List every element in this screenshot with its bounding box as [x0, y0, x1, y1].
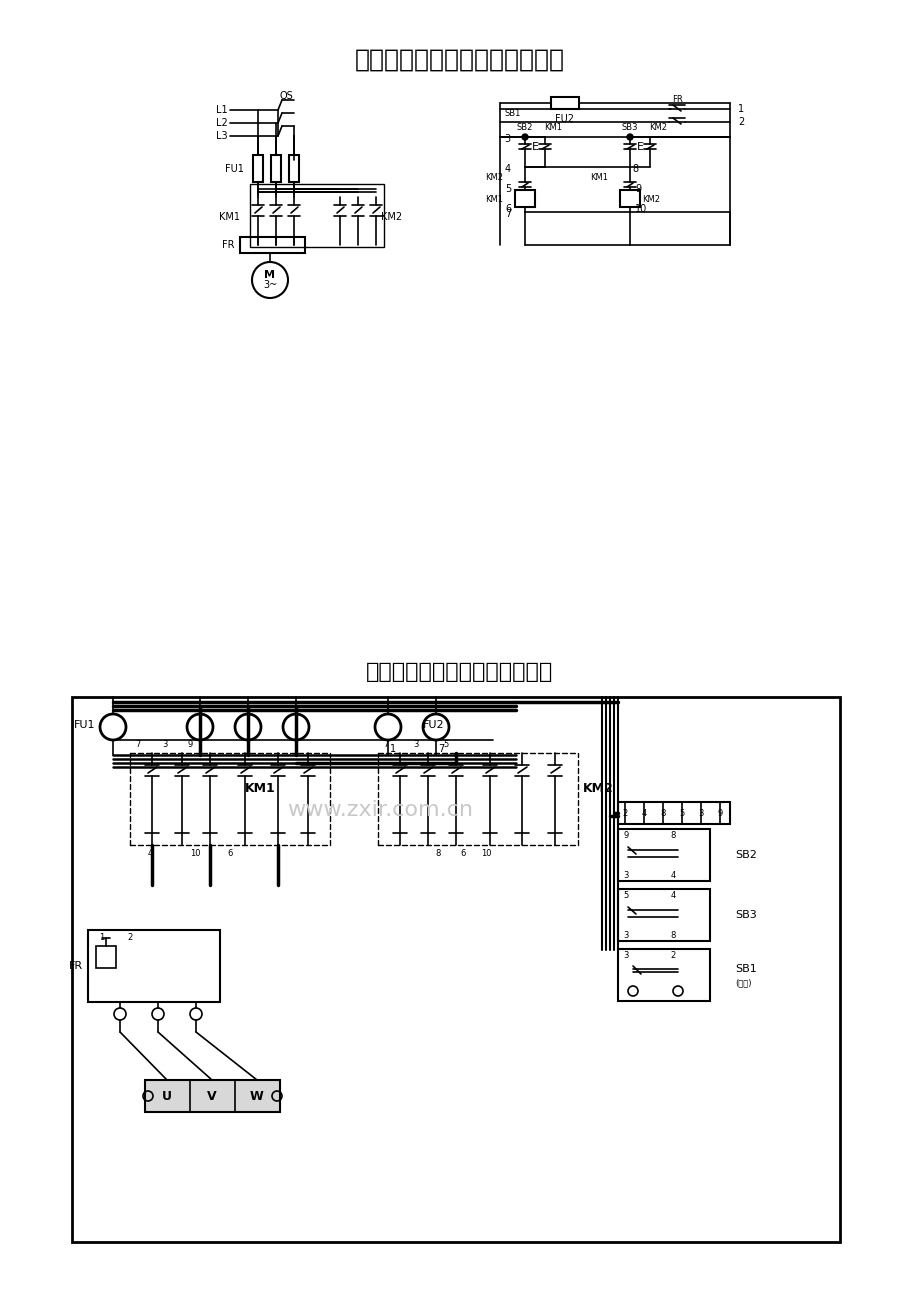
Text: KM2: KM2	[484, 173, 503, 182]
Text: 8: 8	[631, 164, 638, 174]
Text: L3: L3	[216, 131, 228, 140]
Text: KM1: KM1	[244, 783, 275, 796]
Text: 9: 9	[623, 831, 628, 840]
Text: 4: 4	[147, 849, 153, 858]
Text: 3: 3	[623, 950, 628, 959]
Text: 3: 3	[504, 134, 509, 144]
Text: KM2: KM2	[641, 195, 659, 204]
Text: V: V	[207, 1089, 217, 1102]
Text: 3: 3	[623, 871, 628, 880]
Text: FU2: FU2	[423, 720, 444, 731]
Text: SB2: SB2	[734, 850, 756, 861]
Bar	[253, 155, 263, 182]
Text: SB1: SB1	[734, 965, 756, 974]
Text: SB1: SB1	[505, 108, 521, 117]
Text: FR: FR	[222, 240, 234, 250]
Text: KM1: KM1	[219, 212, 240, 222]
Text: FU1: FU1	[225, 164, 244, 174]
Text: 10: 10	[481, 849, 491, 858]
Bar	[515, 190, 535, 207]
Text: 3: 3	[413, 741, 418, 750]
Text: KM2: KM2	[583, 783, 613, 796]
Text: 2: 2	[670, 950, 675, 959]
Text: KM1: KM1	[543, 122, 562, 131]
Text: 1: 1	[737, 104, 743, 114]
Bar	[88, 930, 220, 1002]
Text: FU2: FU2	[555, 114, 573, 124]
Text: www.zxir.com.cn: www.zxir.com.cn	[287, 800, 472, 820]
Bar	[250, 185, 383, 247]
Text: 6: 6	[505, 204, 511, 214]
Text: 2: 2	[737, 117, 743, 127]
Text: 3: 3	[162, 741, 167, 750]
Bar	[240, 237, 305, 254]
Text: W: W	[250, 1089, 264, 1102]
Text: KM2: KM2	[380, 212, 402, 222]
Text: M: M	[265, 270, 275, 280]
Text: 1: 1	[390, 744, 396, 754]
Bar	[618, 949, 709, 1001]
Bar	[145, 1080, 279, 1112]
Bar	[271, 155, 280, 182]
Bar	[96, 946, 116, 968]
Text: L2: L2	[216, 118, 228, 127]
Text: 3: 3	[623, 931, 628, 940]
Text: 7: 7	[383, 741, 388, 750]
Text: 5: 5	[678, 809, 684, 818]
Bar	[289, 155, 299, 182]
Text: 9: 9	[634, 185, 641, 194]
Text: E: E	[636, 142, 643, 152]
Text: 8: 8	[670, 831, 675, 840]
Text: FR: FR	[69, 961, 83, 971]
Text: 4: 4	[670, 891, 675, 900]
Text: 5: 5	[443, 741, 448, 750]
Text: 7: 7	[437, 744, 444, 754]
Text: FR: FR	[672, 95, 683, 104]
Circle shape	[627, 134, 632, 140]
Text: 5: 5	[623, 891, 628, 900]
Text: U: U	[162, 1089, 172, 1102]
Text: SB3: SB3	[621, 122, 638, 131]
Text: 9: 9	[187, 741, 192, 750]
Text: 8: 8	[670, 931, 675, 940]
Bar	[72, 697, 839, 1242]
Text: 2: 2	[127, 933, 132, 942]
Text: 9: 9	[717, 809, 721, 818]
Text: KM2: KM2	[648, 122, 666, 131]
Text: 4: 4	[641, 809, 646, 818]
Text: L1: L1	[216, 105, 228, 114]
Text: KM1: KM1	[589, 173, 607, 182]
Text: 双重联锁正反转控制电路接线图: 双重联锁正反转控制电路接线图	[366, 662, 553, 683]
Circle shape	[521, 134, 528, 140]
Text: FU1: FU1	[74, 720, 95, 731]
Text: 6: 6	[460, 849, 465, 858]
Text: 3~: 3~	[263, 280, 277, 290]
Text: 3: 3	[698, 809, 703, 818]
Text: (红色): (红色)	[734, 979, 751, 988]
Text: 4: 4	[505, 164, 511, 174]
Text: E: E	[531, 142, 539, 152]
Bar	[618, 829, 709, 881]
Text: 10: 10	[189, 849, 200, 858]
Text: 5: 5	[505, 185, 511, 194]
Text: 8: 8	[435, 849, 440, 858]
Text: 8: 8	[660, 809, 665, 818]
Bar	[618, 802, 729, 824]
Bar	[550, 98, 578, 109]
Text: 4: 4	[670, 871, 675, 880]
Text: SB3: SB3	[734, 910, 756, 920]
Text: 6: 6	[227, 849, 233, 858]
Text: 1: 1	[99, 933, 105, 942]
Text: 7: 7	[135, 741, 141, 750]
Text: 双重联锁正反转控制电路原理图: 双重联锁正反转控制电路原理图	[355, 48, 564, 72]
Text: SB2: SB2	[516, 122, 533, 131]
Text: 2: 2	[621, 809, 627, 818]
Bar	[618, 889, 709, 941]
Text: 10: 10	[634, 204, 647, 214]
Bar	[619, 190, 640, 207]
Text: QS: QS	[279, 91, 293, 101]
Text: 7: 7	[505, 209, 511, 218]
Text: KM1: KM1	[484, 195, 503, 204]
